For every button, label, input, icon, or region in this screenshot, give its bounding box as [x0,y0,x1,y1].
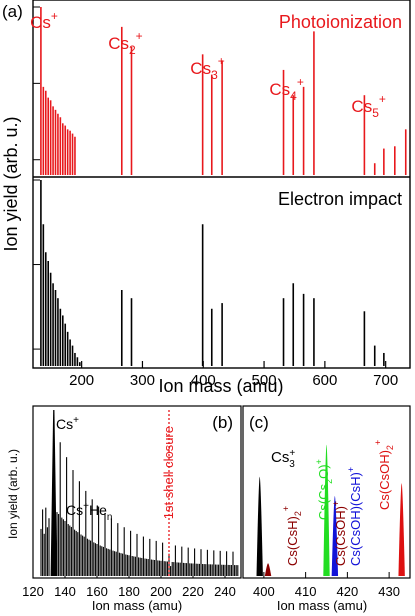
panel-c-x-label: Ion mass (amu) [277,598,367,613]
panel-b-y-label: Ion yield (arb. u.) [6,449,20,539]
label-cs-csoh: Cs(CsOH)+ [331,501,348,566]
photoionization-spectrum [41,7,406,175]
cs-plus-base: Cs [56,416,73,432]
x-tick-label: 240 [214,584,236,599]
label-cs-cs2o: Cs(Cs2O)+ [314,459,334,520]
x-tick-label: 200 [150,584,172,599]
species-labels: Cs+ 3 Cs(CsH)2+ Cs(Cs2O)+Cs(CsOH)+ Cs(CsOH)(… [271,440,395,566]
species-peak-0 [257,477,263,576]
x-tick-label: 140 [54,584,76,599]
panel-a-x-label: Ion mass (amu) [158,376,283,396]
cluster-label-1: Cs+ [30,9,58,32]
x-tick-label: 160 [86,584,108,599]
panel-b: 120 140 160 180 200 220 240 1st shell closure … [6,406,241,613]
cs-he-sub: n [107,512,113,523]
panel-a-y-label: Ion yield (arb. u.) [1,116,21,251]
panel-b-x-label: Ion mass (amu) [92,598,182,613]
x-tick-label: 120 [22,584,44,599]
cluster-label-4: Cs4+ [269,75,303,103]
x-tick-label: 400 [253,584,275,599]
x-tick-label: 220 [182,584,204,599]
panel-c: 400 410 420 430 (c) Ion mass (amu) Cs+ 3 Cs(C… [243,406,410,613]
cs-he-base: Cs [66,502,83,518]
x-tick-label: 410 [295,584,317,599]
cs-he-tail: He [89,502,107,518]
species-peak-4 [398,483,404,576]
cluster-label-3: Cs3+ [190,54,224,82]
panel-b-x-axis: 120 140 160 180 200 220 240 [22,572,236,599]
label-cs3: Cs+ 3 [271,448,295,470]
cs-plus-sup: + [73,415,79,426]
label-cs-csoh2: Cs(CsOH)2+ [373,440,395,510]
species-peak-1 [265,563,271,576]
cs-plus-label: Cs+ [56,415,79,432]
label-cs-csoh-csh: Cs(CsOH)(CsH)+ [346,467,363,566]
panel-b-label: (b) [212,413,233,432]
legend-photoionization: Photoionization [279,12,402,32]
shell-closure-label: 1st shell closure [161,426,176,519]
x-tick-label: 600 [312,372,337,389]
panel-a-label: (a) [2,2,23,21]
panel-a-y-ticks [33,7,40,349]
x-tick-label: 420 [337,584,359,599]
cs-plus-peak [51,410,57,576]
x-tick-label: 200 [69,372,94,389]
cluster-label-5: Cs5+ [351,92,385,120]
x-tick-label: 430 [378,584,400,599]
panel-c-x-axis: 400 410 420 430 [253,572,400,599]
x-tick-label: 300 [130,372,155,389]
label-cs-csh2: Cs(CsH)2+ [281,506,303,566]
legend-electron-impact: Electron impact [278,189,402,209]
cluster-label-2: Cs2+ [108,29,142,57]
x-tick-label: 180 [118,584,140,599]
panel-a: 200 300 400 500 600 700 Cs+Cs2+Cs3+Cs4+Cs5+ (… [1,0,410,396]
helium-doped-spectrum [41,410,238,576]
panel-c-label: (c) [249,413,269,432]
x-tick-label: 700 [373,372,398,389]
